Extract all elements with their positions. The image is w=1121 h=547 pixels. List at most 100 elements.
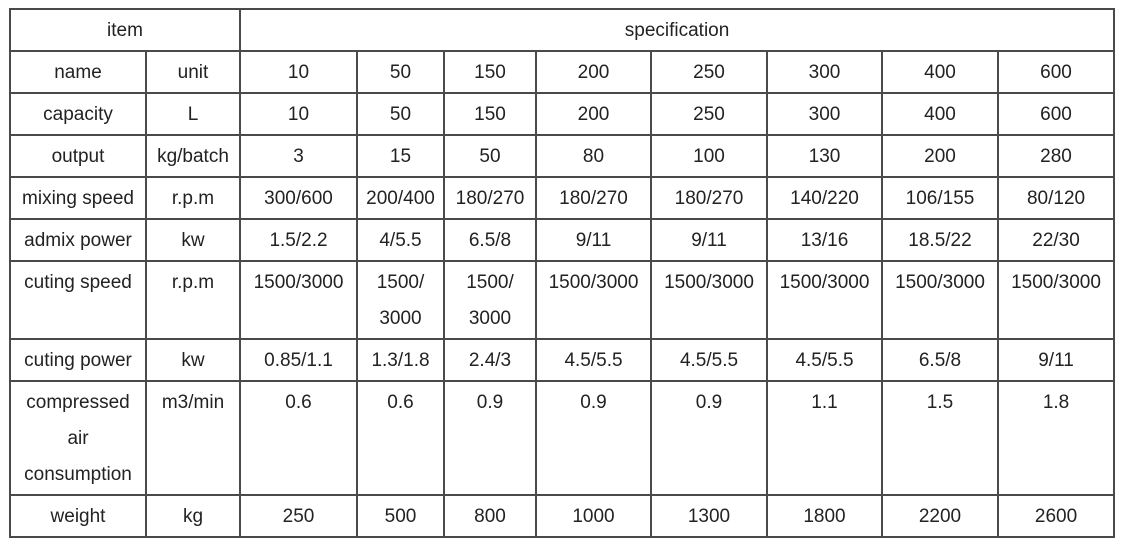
table-cell: 4.5/5.5: [766, 338, 883, 382]
table-cell: 1300: [650, 494, 768, 538]
table-cell: 200: [535, 92, 652, 136]
table-cell: 1800: [766, 494, 883, 538]
table-cell: weight: [9, 494, 147, 538]
table-cell: 10: [239, 50, 358, 94]
table-cell: 80/120: [996, 176, 1116, 220]
header-cell: item: [9, 8, 241, 52]
table-cell: cuting speed: [9, 260, 147, 340]
table-cell: 200: [881, 134, 999, 178]
table-cell: 1500/3000: [239, 260, 358, 340]
table-cell: 2.4/3: [443, 338, 537, 382]
table-cell: m3/min: [145, 380, 241, 496]
table-row: cuting speed r.p.m 1500/3000 1500/ 3000 1500…: [9, 260, 1116, 340]
table-cell: output: [9, 134, 147, 178]
table-row: mixing speed r.p.m 300/600 200/400 180/270 18…: [9, 176, 1116, 220]
table-row: name unit 10 50 150 200 250 300 400 600: [9, 50, 1116, 94]
table-cell: 0.85/1.1: [239, 338, 358, 382]
spec-table: item specification name unit 10 50 150 200 250…: [9, 8, 1116, 538]
table-cell: 150: [443, 50, 537, 94]
table-cell: mixing speed: [9, 176, 147, 220]
table-cell: 1000: [535, 494, 652, 538]
table-cell: 0.9: [650, 380, 768, 496]
table-cell: 80: [535, 134, 652, 178]
table-cell: 6.5/8: [881, 338, 999, 382]
table-cell: kw: [145, 338, 241, 382]
table-cell: unit: [145, 50, 241, 94]
table-cell: 250: [650, 92, 768, 136]
table-cell: 1500/3000: [766, 260, 883, 340]
table-cell: 500: [356, 494, 445, 538]
table-row: capacity L 10 50 150 200 250 300 400 600: [9, 92, 1116, 136]
table-row: output kg/batch 3 15 50 80 100 130 200 280: [9, 134, 1116, 178]
table-cell: 10: [239, 92, 358, 136]
table-cell: 50: [356, 92, 445, 136]
table-row: compressed air consumption m3/min 0.6 0.6 0.…: [9, 380, 1116, 496]
table-cell: 1500/3000: [996, 260, 1116, 340]
table-cell: 1500/3000: [881, 260, 999, 340]
table-cell: 400: [881, 92, 999, 136]
table-cell: 140/220: [766, 176, 883, 220]
table-cell: kw: [145, 218, 241, 262]
table-cell: 800: [443, 494, 537, 538]
table-cell: 1500/3000: [650, 260, 768, 340]
table-cell: 9/11: [650, 218, 768, 262]
table-cell: 6.5/8: [443, 218, 537, 262]
table-cell: r.p.m: [145, 260, 241, 340]
table-cell: 1.5/2.2: [239, 218, 358, 262]
table-cell: 250: [650, 50, 768, 94]
table-cell: 1500/ 3000: [356, 260, 445, 340]
table-cell: 15: [356, 134, 445, 178]
table-row: admix power kw 1.5/2.2 4/5.5 6.5/8 9/11 9/11 13…: [9, 218, 1116, 262]
table-cell: 9/11: [996, 338, 1116, 382]
table-cell: 22/30: [996, 218, 1116, 262]
table-cell: 150: [443, 92, 537, 136]
table-cell: kg/batch: [145, 134, 241, 178]
table-row: weight kg 250 500 800 1000 1300 1800 2200 2600: [9, 494, 1116, 538]
table-cell: r.p.m: [145, 176, 241, 220]
table-cell: L: [145, 92, 241, 136]
table-cell: 4/5.5: [356, 218, 445, 262]
table-cell: 9/11: [535, 218, 652, 262]
table-cell: 600: [996, 92, 1116, 136]
table-cell: 50: [356, 50, 445, 94]
table-cell: admix power: [9, 218, 147, 262]
table-cell: 0.6: [239, 380, 358, 496]
table-cell: 300: [766, 50, 883, 94]
table-cell: 3: [239, 134, 358, 178]
table-cell: 18.5/22: [881, 218, 999, 262]
table-cell: 1.1: [766, 380, 883, 496]
table-cell: 200: [535, 50, 652, 94]
table-row: cuting power kw 0.85/1.1 1.3/1.8 2.4/3 4.5/5.…: [9, 338, 1116, 382]
table-cell: 4.5/5.5: [650, 338, 768, 382]
table-cell: 1.5: [881, 380, 999, 496]
table-cell: capacity: [9, 92, 147, 136]
table-cell: compressed air consumption: [9, 380, 147, 496]
table-cell: 1.8: [996, 380, 1116, 496]
table-cell: 600: [996, 50, 1116, 94]
header-cell: specification: [238, 8, 1116, 52]
table-cell: 1500/3000: [535, 260, 652, 340]
table-body: item specification name unit 10 50 150 200 250…: [9, 8, 1116, 538]
table-cell: 1500/ 3000: [443, 260, 537, 340]
table-cell: 106/155: [881, 176, 999, 220]
table-cell: 300/600: [239, 176, 358, 220]
table-cell: 400: [881, 50, 999, 94]
table-cell: 250: [239, 494, 358, 538]
table-cell: 2200: [881, 494, 999, 538]
table-cell: 100: [650, 134, 768, 178]
table-cell: name: [9, 50, 147, 94]
table-cell: 1.3/1.8: [356, 338, 445, 382]
table-cell: 50: [443, 134, 537, 178]
table-cell: 4.5/5.5: [535, 338, 652, 382]
table-cell: 300: [766, 92, 883, 136]
header-row: item specification: [9, 8, 1116, 52]
table-cell: 0.6: [356, 380, 445, 496]
table-cell: kg: [145, 494, 241, 538]
table-cell: 180/270: [443, 176, 537, 220]
table-cell: 0.9: [535, 380, 652, 496]
table-cell: 180/270: [650, 176, 768, 220]
table-cell: 2600: [996, 494, 1116, 538]
table-cell: 280: [996, 134, 1116, 178]
table-cell: 130: [766, 134, 883, 178]
